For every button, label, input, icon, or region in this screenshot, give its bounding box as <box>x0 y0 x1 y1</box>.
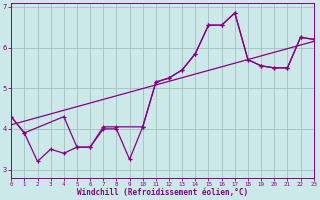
X-axis label: Windchill (Refroidissement éolien,°C): Windchill (Refroidissement éolien,°C) <box>77 188 248 197</box>
